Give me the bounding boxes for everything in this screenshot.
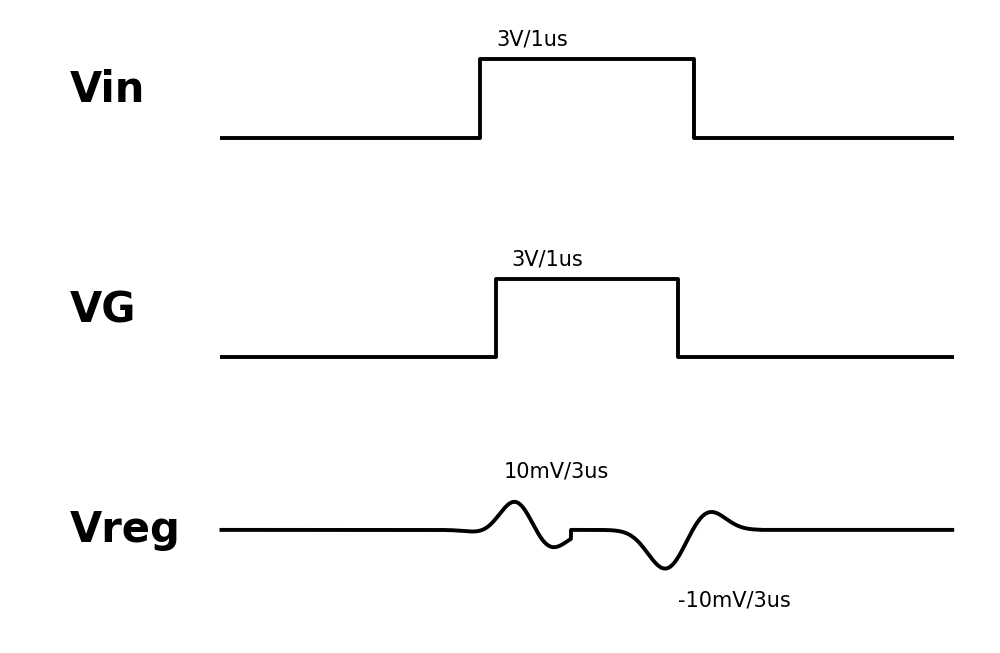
Text: Vin: Vin: [69, 69, 145, 112]
Text: -10mV/3us: -10mV/3us: [678, 591, 790, 611]
Text: VG: VG: [69, 289, 136, 331]
Text: Vreg: Vreg: [69, 509, 180, 551]
Text: 10mV/3us: 10mV/3us: [504, 461, 609, 481]
Text: 3V/1us: 3V/1us: [512, 249, 584, 269]
Text: 3V/1us: 3V/1us: [496, 29, 568, 50]
